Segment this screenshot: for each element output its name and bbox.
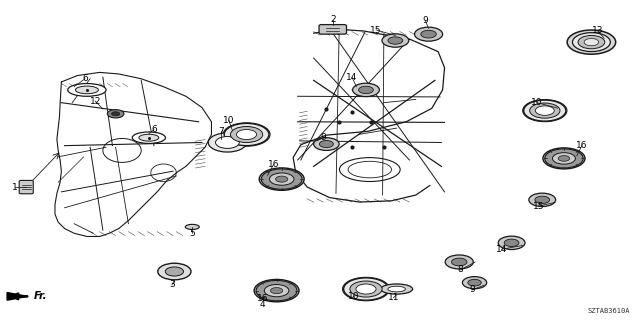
Circle shape	[314, 138, 339, 150]
Circle shape	[573, 33, 611, 52]
Circle shape	[545, 149, 583, 168]
Circle shape	[543, 148, 585, 169]
Text: 8: 8	[458, 265, 463, 275]
Circle shape	[421, 30, 436, 38]
Circle shape	[256, 280, 297, 301]
Circle shape	[224, 123, 269, 146]
Circle shape	[468, 279, 481, 286]
Circle shape	[445, 255, 473, 269]
Text: 15: 15	[371, 26, 382, 35]
Circle shape	[353, 83, 380, 97]
Circle shape	[535, 106, 554, 115]
Circle shape	[216, 137, 239, 148]
Text: 9: 9	[469, 285, 475, 294]
Circle shape	[111, 112, 120, 116]
Circle shape	[382, 34, 409, 47]
Circle shape	[535, 196, 550, 204]
Circle shape	[567, 30, 616, 54]
Circle shape	[558, 156, 570, 161]
Circle shape	[264, 284, 289, 297]
Circle shape	[504, 239, 519, 246]
Text: 9: 9	[320, 133, 326, 142]
Text: 13: 13	[592, 27, 604, 36]
Text: 14: 14	[496, 245, 508, 254]
Text: 6: 6	[151, 125, 157, 134]
Circle shape	[259, 168, 304, 190]
Text: 16: 16	[257, 294, 268, 303]
Ellipse shape	[381, 284, 413, 294]
Text: 16: 16	[576, 141, 588, 150]
Circle shape	[208, 133, 246, 152]
Circle shape	[415, 27, 443, 41]
Ellipse shape	[68, 84, 106, 96]
Text: 16: 16	[268, 160, 279, 169]
Ellipse shape	[76, 86, 99, 94]
Circle shape	[344, 278, 388, 300]
Circle shape	[552, 153, 575, 164]
Circle shape	[158, 263, 191, 280]
Circle shape	[276, 176, 288, 182]
Text: 11: 11	[388, 293, 399, 302]
Circle shape	[356, 284, 376, 294]
Text: 5: 5	[189, 229, 195, 238]
Circle shape	[388, 37, 403, 44]
Text: 6: 6	[82, 74, 88, 83]
Circle shape	[269, 173, 294, 185]
Circle shape	[237, 130, 257, 140]
Circle shape	[358, 86, 373, 93]
Circle shape	[254, 279, 299, 302]
Text: 10: 10	[531, 98, 543, 107]
Polygon shape	[7, 292, 28, 300]
Circle shape	[498, 236, 525, 250]
Circle shape	[261, 169, 302, 189]
Text: 7: 7	[218, 127, 224, 136]
Circle shape	[584, 38, 598, 46]
Text: 4: 4	[260, 300, 266, 309]
Circle shape	[463, 276, 486, 289]
Text: 10: 10	[223, 116, 234, 125]
Circle shape	[271, 288, 283, 294]
Text: SZTAB3610A: SZTAB3610A	[588, 308, 630, 314]
FancyBboxPatch shape	[319, 25, 346, 34]
Text: 15: 15	[532, 202, 544, 211]
Circle shape	[524, 100, 566, 121]
Text: 10: 10	[348, 292, 359, 301]
Text: 14: 14	[346, 73, 358, 82]
FancyBboxPatch shape	[19, 180, 33, 194]
Text: 3: 3	[169, 280, 175, 289]
Text: 9: 9	[422, 16, 428, 25]
Circle shape	[523, 100, 567, 122]
Circle shape	[108, 110, 124, 118]
Circle shape	[319, 140, 333, 148]
Ellipse shape	[139, 134, 159, 141]
Circle shape	[530, 103, 560, 118]
Ellipse shape	[132, 132, 166, 143]
Text: 1: 1	[12, 183, 18, 192]
Ellipse shape	[388, 286, 405, 292]
Circle shape	[230, 126, 262, 142]
Circle shape	[451, 258, 467, 266]
Text: Fr.: Fr.	[34, 292, 47, 301]
Circle shape	[529, 193, 556, 206]
Text: 12: 12	[90, 97, 101, 106]
Circle shape	[165, 267, 184, 276]
Ellipse shape	[185, 224, 199, 229]
Text: 2: 2	[330, 15, 335, 24]
Circle shape	[578, 36, 605, 49]
Circle shape	[350, 281, 382, 297]
Circle shape	[342, 277, 390, 301]
Circle shape	[223, 123, 270, 146]
